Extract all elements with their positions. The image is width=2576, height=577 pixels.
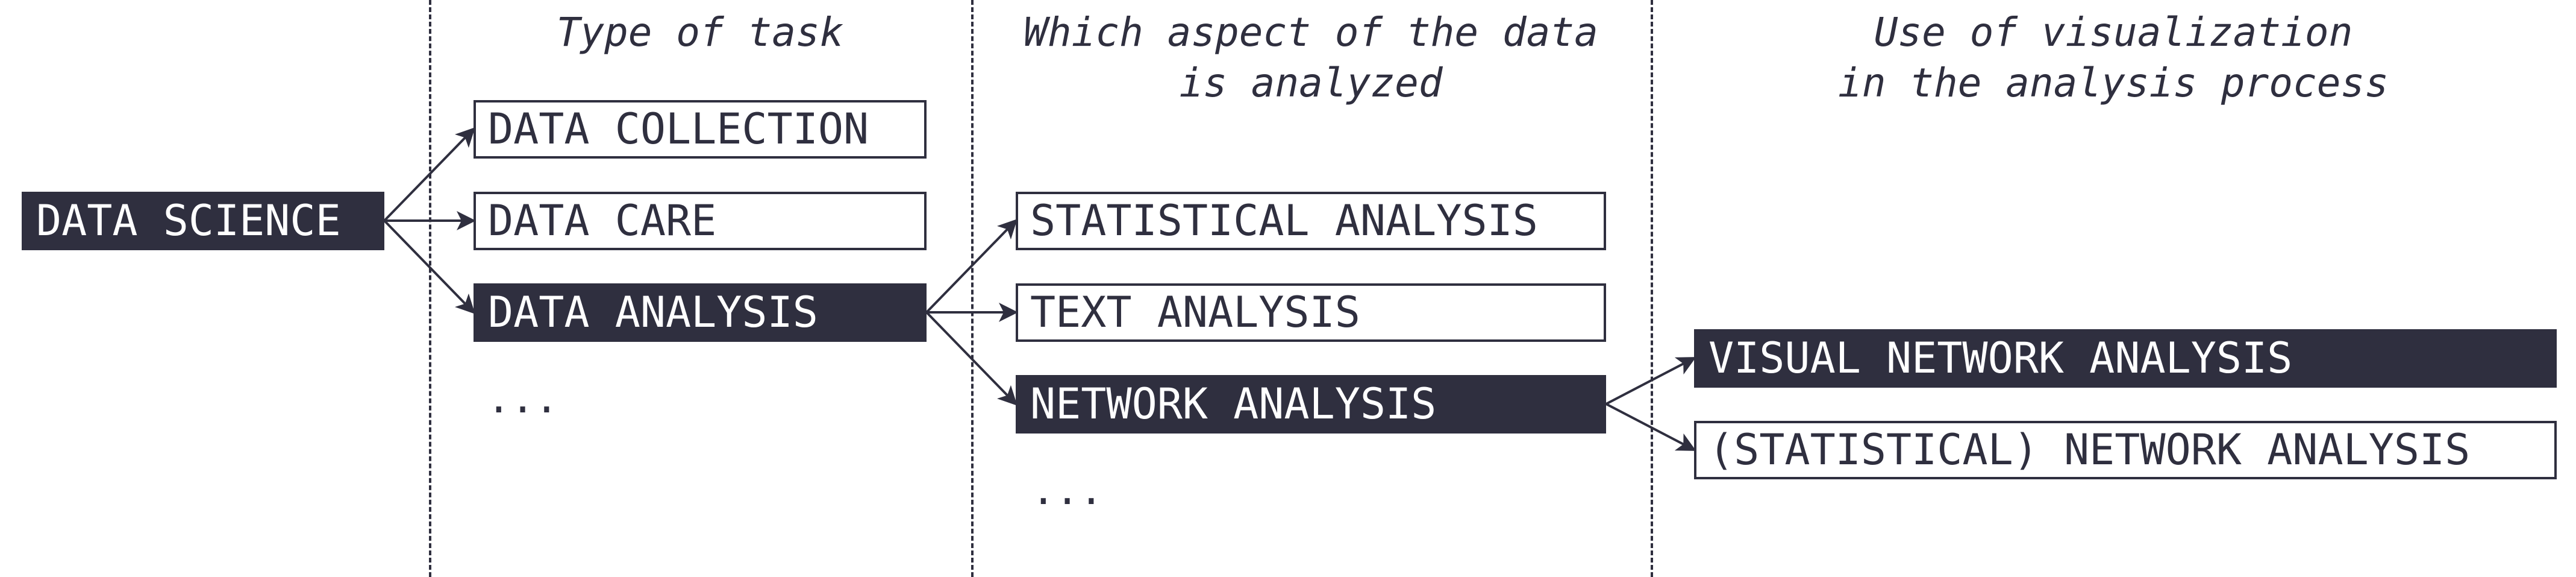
column-divider-1	[429, 0, 431, 577]
task-more-ellipsis: ...	[487, 376, 559, 422]
arrow-network-to-statistical-network	[1605, 403, 1696, 451]
column-divider-3	[1651, 0, 1653, 577]
node-data-science: DATA SCIENCE	[22, 192, 384, 250]
node-data-collection-label: DATA COLLECTION	[488, 104, 869, 154]
node-statistical-network-analysis: (STATISTICAL) NETWORK ANALYSIS	[1694, 421, 2557, 479]
node-text-analysis: TEXT ANALYSIS	[1016, 283, 1606, 342]
header-visualization-line2: in the analysis process	[1838, 60, 2389, 106]
node-data-care-label: DATA CARE	[488, 196, 717, 245]
node-data-care: DATA CARE	[474, 192, 927, 250]
header-aspect-line1: Which aspect of the data	[1024, 9, 1598, 55]
node-visual-network-analysis: VISUAL NETWORK ANALYSIS	[1694, 329, 2557, 388]
node-network-analysis: NETWORK ANALYSIS	[1016, 375, 1606, 434]
arrow-network-to-visual	[1605, 357, 1696, 405]
header-task-type-text: Type of task	[556, 9, 844, 55]
node-data-collection: DATA COLLECTION	[474, 100, 927, 159]
aspect-more-ellipsis: ...	[1031, 467, 1104, 514]
header-visualization: Use of visualization in the analysis pro…	[1651, 7, 2576, 109]
header-visualization-line1: Use of visualization	[1874, 9, 2353, 55]
node-statistical-analysis-label: STATISTICAL ANALYSIS	[1030, 196, 1538, 245]
header-aspect-line2: is analyzed	[1179, 60, 1443, 106]
node-statistical-analysis: STATISTICAL ANALYSIS	[1016, 192, 1606, 250]
node-data-science-label: DATA SCIENCE	[36, 196, 341, 245]
node-text-analysis-label: TEXT ANALYSIS	[1030, 288, 1360, 337]
node-statistical-network-analysis-label: (STATISTICAL) NETWORK ANALYSIS	[1708, 425, 2471, 475]
node-data-analysis: DATA ANALYSIS	[474, 283, 927, 342]
node-network-analysis-label: NETWORK ANALYSIS	[1030, 379, 1437, 429]
header-task-type: Type of task	[429, 7, 971, 58]
header-aspect: Which aspect of the data is analyzed	[971, 7, 1651, 109]
node-visual-network-analysis-label: VISUAL NETWORK ANALYSIS	[1708, 333, 2293, 383]
node-data-analysis-label: DATA ANALYSIS	[488, 288, 818, 337]
